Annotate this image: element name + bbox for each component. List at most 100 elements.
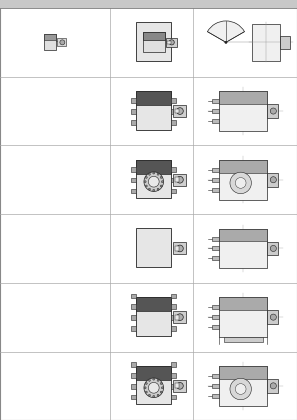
Bar bbox=[219, 297, 267, 337]
Bar bbox=[212, 119, 219, 123]
Bar bbox=[173, 311, 186, 323]
Bar bbox=[212, 168, 219, 172]
Bar bbox=[131, 395, 136, 399]
Bar bbox=[267, 173, 278, 186]
Bar bbox=[136, 160, 171, 198]
Bar bbox=[143, 32, 165, 52]
Bar bbox=[171, 167, 176, 172]
Bar bbox=[168, 40, 171, 44]
Bar bbox=[131, 373, 136, 378]
Bar bbox=[212, 178, 219, 182]
Bar bbox=[171, 315, 176, 320]
Bar bbox=[131, 326, 136, 331]
Bar bbox=[171, 178, 176, 182]
Bar bbox=[212, 99, 219, 103]
Bar bbox=[173, 174, 186, 186]
Bar bbox=[171, 294, 176, 298]
Circle shape bbox=[270, 108, 277, 114]
Bar bbox=[175, 246, 179, 251]
Bar bbox=[212, 256, 219, 260]
Bar bbox=[131, 120, 136, 125]
Bar bbox=[0, 0, 297, 8]
Circle shape bbox=[153, 172, 155, 174]
Circle shape bbox=[144, 172, 164, 192]
Bar bbox=[212, 325, 219, 329]
Bar bbox=[136, 297, 171, 336]
Bar bbox=[136, 366, 171, 404]
Bar bbox=[136, 22, 171, 61]
Circle shape bbox=[235, 178, 246, 188]
Bar bbox=[212, 236, 219, 241]
Bar bbox=[136, 91, 171, 130]
Bar bbox=[212, 109, 219, 113]
Circle shape bbox=[177, 245, 183, 252]
Bar bbox=[219, 366, 267, 379]
Bar bbox=[171, 395, 176, 399]
Bar bbox=[175, 109, 179, 113]
Circle shape bbox=[270, 383, 277, 389]
Bar bbox=[175, 315, 179, 320]
Bar bbox=[173, 380, 186, 392]
Circle shape bbox=[225, 41, 227, 44]
Bar bbox=[136, 366, 171, 380]
Circle shape bbox=[144, 378, 164, 398]
Bar bbox=[131, 189, 136, 193]
Circle shape bbox=[177, 108, 183, 114]
Circle shape bbox=[157, 188, 159, 190]
Circle shape bbox=[161, 181, 163, 183]
Circle shape bbox=[145, 383, 147, 384]
Bar bbox=[171, 362, 176, 367]
Circle shape bbox=[230, 172, 251, 194]
Bar bbox=[212, 188, 219, 192]
Bar bbox=[212, 394, 219, 398]
Circle shape bbox=[161, 387, 163, 389]
Bar bbox=[131, 304, 136, 309]
Circle shape bbox=[148, 188, 150, 190]
Bar bbox=[171, 189, 176, 193]
Bar bbox=[219, 366, 267, 406]
Circle shape bbox=[177, 383, 183, 389]
Circle shape bbox=[145, 185, 147, 187]
Bar bbox=[224, 337, 263, 342]
Bar bbox=[171, 373, 176, 378]
Bar bbox=[136, 160, 171, 174]
Circle shape bbox=[153, 378, 155, 380]
Bar bbox=[212, 374, 219, 378]
Circle shape bbox=[160, 383, 162, 384]
Circle shape bbox=[235, 383, 246, 394]
Circle shape bbox=[153, 189, 155, 191]
Bar bbox=[136, 297, 171, 311]
Circle shape bbox=[177, 176, 183, 183]
Bar bbox=[131, 98, 136, 103]
Bar bbox=[171, 120, 176, 125]
Bar bbox=[219, 91, 267, 104]
Bar bbox=[57, 38, 67, 46]
Bar bbox=[219, 228, 267, 268]
Circle shape bbox=[157, 173, 159, 175]
Circle shape bbox=[160, 391, 162, 393]
Bar bbox=[219, 228, 267, 241]
Circle shape bbox=[270, 245, 277, 252]
Bar bbox=[173, 242, 186, 255]
Bar bbox=[131, 384, 136, 388]
Bar bbox=[252, 24, 280, 60]
Circle shape bbox=[169, 40, 174, 45]
Bar bbox=[171, 109, 176, 114]
Circle shape bbox=[148, 173, 150, 175]
Bar bbox=[44, 34, 56, 40]
Bar bbox=[44, 34, 56, 50]
Bar bbox=[212, 305, 219, 309]
Circle shape bbox=[148, 382, 159, 393]
Bar bbox=[175, 177, 179, 182]
Circle shape bbox=[177, 314, 183, 320]
Circle shape bbox=[153, 395, 155, 397]
Bar bbox=[267, 379, 278, 393]
Bar bbox=[219, 160, 267, 173]
Circle shape bbox=[144, 181, 146, 183]
Bar bbox=[219, 297, 267, 310]
Circle shape bbox=[230, 378, 251, 400]
Bar bbox=[212, 315, 219, 319]
Circle shape bbox=[148, 176, 159, 187]
Bar bbox=[131, 109, 136, 114]
Bar bbox=[219, 160, 267, 200]
